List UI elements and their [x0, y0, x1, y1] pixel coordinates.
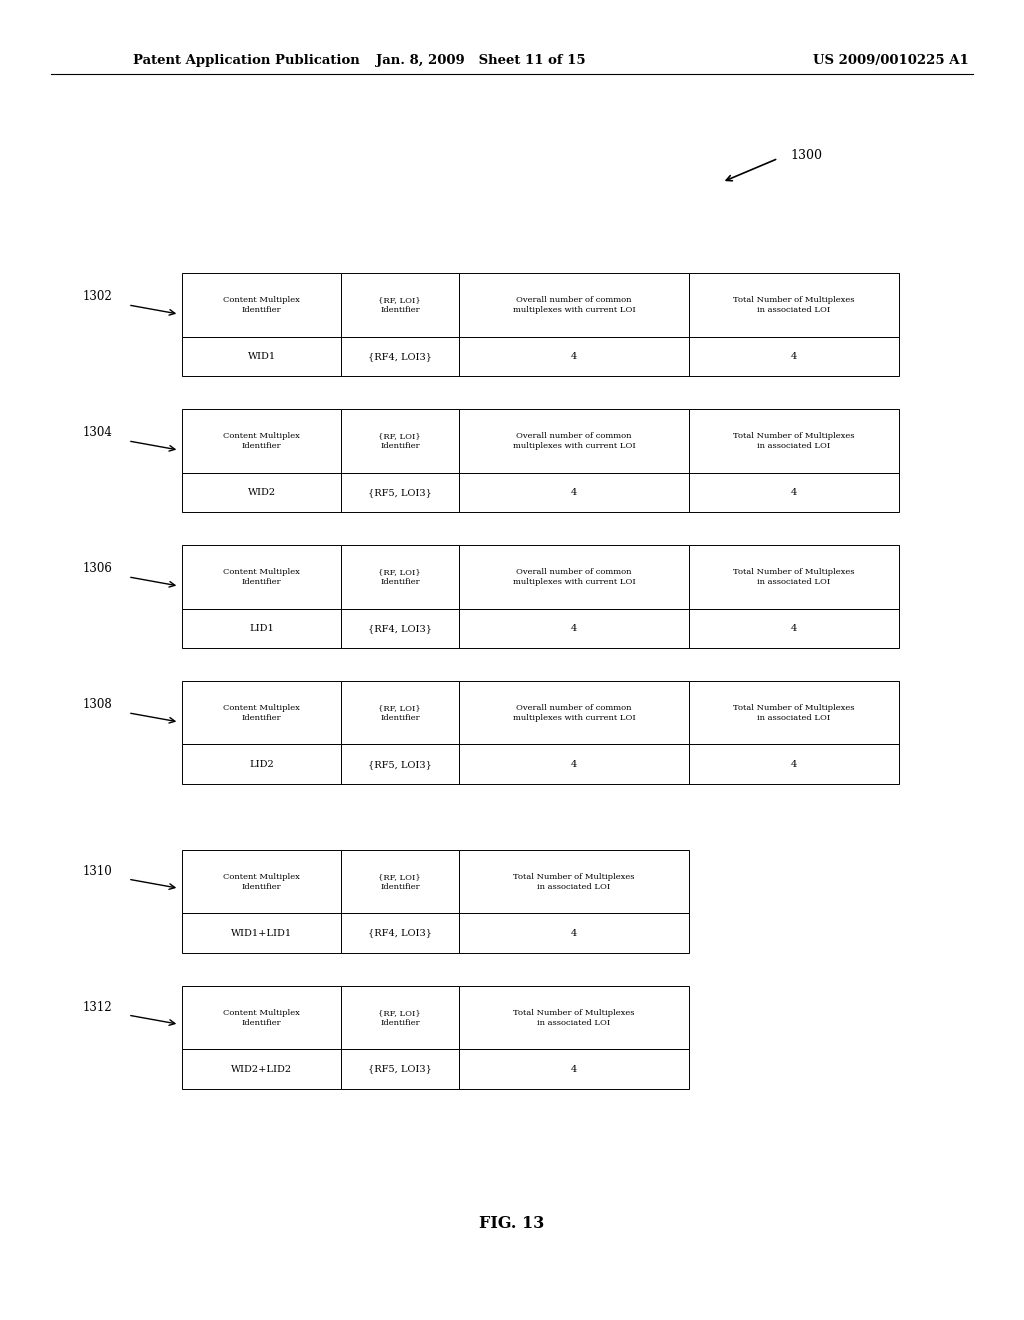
Text: Patent Application Publication: Patent Application Publication [133, 54, 359, 67]
Bar [341, 681, 459, 744]
Text: 1302: 1302 [83, 290, 113, 304]
Text: WID2: WID2 [248, 488, 275, 496]
Bar [182, 409, 341, 473]
Text: Overall number of common
multiplexes with current LOI: Overall number of common multiplexes wit… [513, 568, 635, 586]
Text: 4: 4 [570, 1065, 578, 1073]
Text: 4: 4 [791, 488, 798, 496]
Text: Content Multiplex
Identifier: Content Multiplex Identifier [223, 1008, 300, 1027]
Bar [182, 744, 341, 784]
Text: {RF5, LOI3}: {RF5, LOI3} [368, 1065, 432, 1073]
Text: 1312: 1312 [83, 1001, 113, 1014]
Bar [459, 1049, 689, 1089]
Bar [182, 913, 341, 953]
Text: Total Number of Multiplexes
in associated LOI: Total Number of Multiplexes in associate… [733, 432, 855, 450]
Bar [341, 609, 459, 648]
Text: 4: 4 [570, 929, 578, 937]
Bar [459, 986, 689, 1049]
Text: Content Multiplex
Identifier: Content Multiplex Identifier [223, 296, 300, 314]
Bar [341, 273, 459, 337]
Text: Content Multiplex
Identifier: Content Multiplex Identifier [223, 432, 300, 450]
Bar [459, 337, 689, 376]
Bar [689, 273, 899, 337]
Bar [341, 409, 459, 473]
Text: {RF4, LOI3}: {RF4, LOI3} [368, 929, 432, 937]
Bar [459, 409, 689, 473]
Text: {RF, LOI}
Identifier: {RF, LOI} Identifier [379, 432, 421, 450]
Text: {RF5, LOI3}: {RF5, LOI3} [368, 760, 432, 768]
Text: Overall number of common
multiplexes with current LOI: Overall number of common multiplexes wit… [513, 296, 635, 314]
Bar [182, 473, 341, 512]
Text: WID1: WID1 [248, 352, 275, 360]
Text: WID2+LID2: WID2+LID2 [231, 1065, 292, 1073]
Text: LID1: LID1 [249, 624, 274, 632]
Bar [459, 850, 689, 913]
Text: Total Number of Multiplexes
in associated LOI: Total Number of Multiplexes in associate… [733, 704, 855, 722]
Text: Total Number of Multiplexes
in associated LOI: Total Number of Multiplexes in associate… [513, 873, 635, 891]
Text: 1300: 1300 [791, 149, 822, 162]
Text: {RF, LOI}
Identifier: {RF, LOI} Identifier [379, 1008, 421, 1027]
Bar [341, 473, 459, 512]
Text: {RF4, LOI3}: {RF4, LOI3} [368, 352, 432, 360]
Bar [689, 545, 899, 609]
Bar [689, 681, 899, 744]
Text: Content Multiplex
Identifier: Content Multiplex Identifier [223, 704, 300, 722]
Text: US 2009/0010225 A1: US 2009/0010225 A1 [813, 54, 969, 67]
Bar [182, 986, 341, 1049]
Bar [182, 337, 341, 376]
Bar [459, 273, 689, 337]
Bar [459, 744, 689, 784]
Bar [459, 545, 689, 609]
Text: Total Number of Multiplexes
in associated LOI: Total Number of Multiplexes in associate… [513, 1008, 635, 1027]
Text: 1304: 1304 [83, 426, 113, 440]
Bar [459, 913, 689, 953]
Bar [182, 273, 341, 337]
Text: 4: 4 [791, 760, 798, 768]
Text: Content Multiplex
Identifier: Content Multiplex Identifier [223, 568, 300, 586]
Bar [182, 609, 341, 648]
Bar [459, 681, 689, 744]
Text: FIG. 13: FIG. 13 [479, 1216, 545, 1232]
Bar [341, 545, 459, 609]
Text: 4: 4 [570, 352, 578, 360]
Text: Total Number of Multiplexes
in associated LOI: Total Number of Multiplexes in associate… [733, 568, 855, 586]
Text: 4: 4 [570, 624, 578, 632]
Text: {RF4, LOI3}: {RF4, LOI3} [368, 624, 432, 632]
Text: 4: 4 [791, 624, 798, 632]
Text: Overall number of common
multiplexes with current LOI: Overall number of common multiplexes wit… [513, 704, 635, 722]
Text: 4: 4 [570, 488, 578, 496]
Text: {RF, LOI}
Identifier: {RF, LOI} Identifier [379, 296, 421, 314]
Text: Overall number of common
multiplexes with current LOI: Overall number of common multiplexes wit… [513, 432, 635, 450]
Text: 1310: 1310 [83, 865, 113, 878]
Text: 1308: 1308 [83, 698, 113, 711]
Text: {RF, LOI}
Identifier: {RF, LOI} Identifier [379, 568, 421, 586]
Text: Content Multiplex
Identifier: Content Multiplex Identifier [223, 873, 300, 891]
Text: 1306: 1306 [83, 562, 113, 576]
Bar [689, 744, 899, 784]
Bar [341, 744, 459, 784]
Text: {RF, LOI}
Identifier: {RF, LOI} Identifier [379, 873, 421, 891]
Text: Total Number of Multiplexes
in associated LOI: Total Number of Multiplexes in associate… [733, 296, 855, 314]
Bar [689, 337, 899, 376]
Bar [341, 913, 459, 953]
Bar [689, 473, 899, 512]
Bar [341, 986, 459, 1049]
Bar [182, 850, 341, 913]
Bar [182, 681, 341, 744]
Bar [689, 609, 899, 648]
Text: {RF, LOI}
Identifier: {RF, LOI} Identifier [379, 704, 421, 722]
Bar [182, 545, 341, 609]
Bar [341, 1049, 459, 1089]
Text: LID2: LID2 [249, 760, 274, 768]
Bar [459, 609, 689, 648]
Text: WID1+LID1: WID1+LID1 [231, 929, 292, 937]
Text: Jan. 8, 2009   Sheet 11 of 15: Jan. 8, 2009 Sheet 11 of 15 [377, 54, 586, 67]
Text: 4: 4 [570, 760, 578, 768]
Bar [689, 409, 899, 473]
Bar [341, 850, 459, 913]
Bar [341, 337, 459, 376]
Text: 4: 4 [791, 352, 798, 360]
Bar [459, 473, 689, 512]
Text: {RF5, LOI3}: {RF5, LOI3} [368, 488, 432, 496]
Bar [182, 1049, 341, 1089]
